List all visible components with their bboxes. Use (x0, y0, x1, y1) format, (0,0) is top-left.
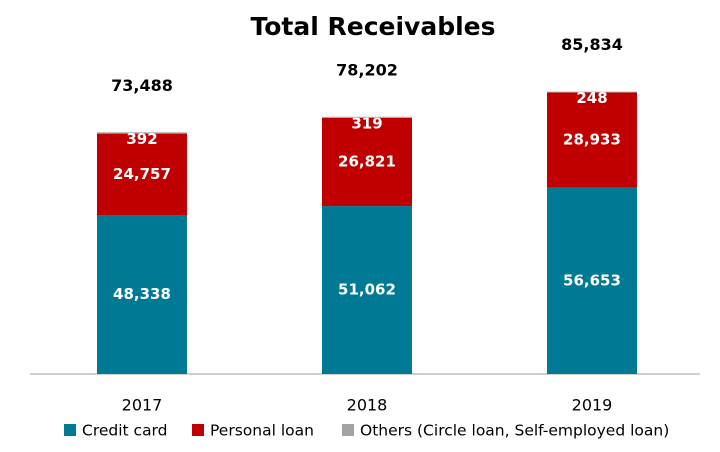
legend-label: Personal loan (210, 422, 314, 440)
data-label: 392 (126, 130, 157, 148)
chart-title: Total Receivables (250, 12, 495, 41)
data-label: 51,062 (338, 281, 396, 299)
bar-segment (547, 187, 637, 374)
total-label: 78,202 (336, 60, 398, 79)
x-tick-label: 2019 (572, 396, 613, 415)
bar-segment (547, 92, 637, 188)
data-label: 24,757 (113, 165, 171, 183)
data-label: 319 (351, 114, 382, 132)
bar-segment (322, 206, 412, 374)
bar-segment (322, 117, 412, 207)
total-label: 85,834 (561, 35, 623, 54)
legend-label: Credit card (82, 422, 168, 440)
data-label: 26,821 (338, 152, 396, 170)
x-tick-label: 2017 (122, 396, 163, 415)
data-label: 48,338 (113, 285, 171, 303)
bar-segment (97, 133, 187, 216)
data-label: 248 (576, 89, 607, 107)
bar-segment (97, 215, 187, 374)
legend-label: Others (Circle loan, Self-employed loan) (360, 422, 669, 440)
legend-swatch (342, 424, 354, 436)
legend-swatch (192, 424, 204, 436)
bar-segment (97, 132, 187, 134)
bar-segment (322, 116, 412, 118)
total-label: 73,488 (111, 76, 173, 95)
legend-swatch (64, 424, 76, 436)
x-tick-label: 2018 (347, 396, 388, 415)
bar-segment (547, 91, 637, 93)
data-label: 56,653 (563, 271, 621, 289)
data-label: 28,933 (563, 131, 621, 149)
